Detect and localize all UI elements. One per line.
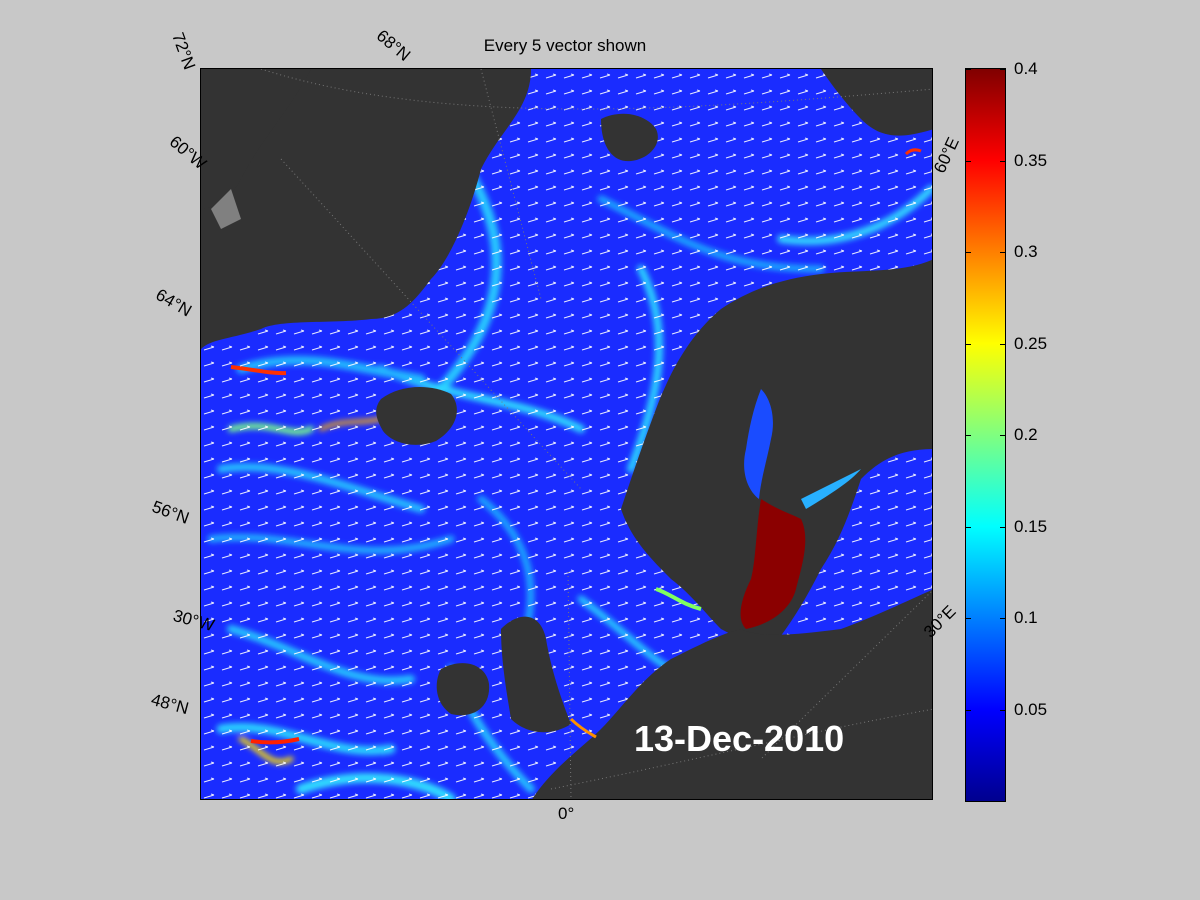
lon-label-60e: 60°E xyxy=(930,134,963,177)
greenland-west xyxy=(201,69,311,209)
greenland xyxy=(201,69,531,349)
colorbar-tick-label: 0.1 xyxy=(1014,608,1038,627)
iceland xyxy=(376,387,457,445)
colorbar-tick-mark xyxy=(1000,526,1005,528)
lat-label-56n: 56°N xyxy=(149,497,192,528)
current-speed-map xyxy=(201,69,932,799)
colorbar-tick-mark xyxy=(966,160,971,162)
colorbar-tick-label: 0.15 xyxy=(1014,516,1048,536)
colorbar-tick-mark xyxy=(966,618,971,619)
colorbar-tick-mark xyxy=(966,343,971,345)
novaya-zemlya xyxy=(821,69,932,136)
coastal-currents xyxy=(569,148,922,739)
colorbar-tick-label: 0.25 xyxy=(1014,333,1048,353)
colorbar-tick-mark xyxy=(1000,343,1005,345)
colorbar-tick-mark xyxy=(966,435,971,436)
colorbar-tick-mark xyxy=(966,526,971,528)
colorbar-tick-mark xyxy=(1000,69,1005,70)
colorbar-tick-mark xyxy=(1000,709,1005,711)
colorbar xyxy=(965,68,1006,802)
gulf-of-bothnia xyxy=(744,389,773,499)
ireland xyxy=(436,663,490,716)
colorbar-tick-mark xyxy=(966,69,971,70)
colorbar-tick-mark xyxy=(966,252,971,253)
lat-label-68n: 68°N xyxy=(372,26,415,65)
colorbar-tick-mark xyxy=(1000,618,1005,619)
baltic-sea xyxy=(740,499,806,629)
lon-label-0: 0° xyxy=(558,804,575,823)
svalbard xyxy=(601,113,658,162)
gulf-of-finland xyxy=(801,469,861,509)
graticule xyxy=(260,69,932,799)
colorbar-tick-mark xyxy=(1000,252,1005,253)
colorbar-tick-label: 0.3 xyxy=(1014,242,1038,261)
colorbar-tick-mark xyxy=(966,709,971,711)
europe-mainland xyxy=(532,589,932,799)
colorbar-tick-label: 0.35 xyxy=(1014,150,1048,170)
colorbar-tick-label: 0.05 xyxy=(1014,699,1048,719)
plot-title: Every 5 vector shown xyxy=(483,36,647,55)
lat-label-64n: 64°N xyxy=(152,285,195,321)
colorbar-tick-label: 0.2 xyxy=(1014,425,1038,444)
colorbar-tick-mark xyxy=(1000,435,1005,436)
map-panel[interactable] xyxy=(200,68,933,800)
colorbar-tick-label: 0.4 xyxy=(1014,59,1038,78)
baffin-ice xyxy=(211,189,241,229)
great-britain xyxy=(501,616,571,733)
scandinavia xyxy=(621,259,932,659)
colorbar-tick-mark xyxy=(1000,160,1005,162)
date-label: 13-Dec-2010 xyxy=(634,718,845,759)
lat-label-48n: 48°N xyxy=(149,690,191,719)
